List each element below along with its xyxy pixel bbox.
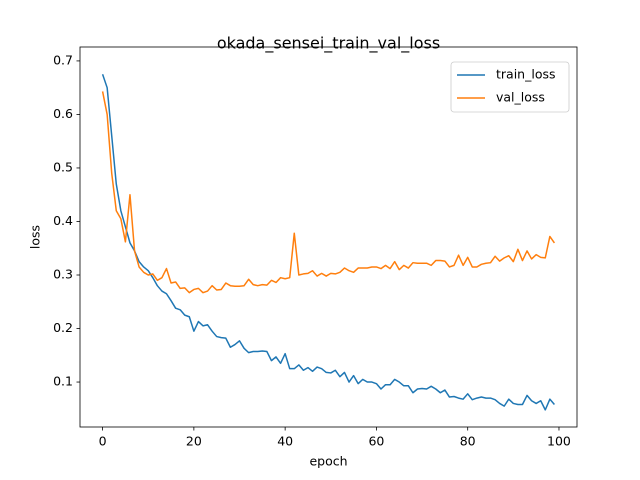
x-tick-label: 20 [186,434,202,449]
chart-title: okada_sensei_train_val_loss [217,34,440,54]
y-axis-label: loss [28,225,43,249]
line-series [101,74,555,411]
x-tick-label: 60 [368,434,384,449]
plot-frame [79,46,578,428]
y-tick-label: 0.4 [53,213,73,228]
x-tick-label: 100 [547,434,571,449]
y-tick-label: 0.7 [53,52,73,67]
legend: train_loss val_loss [450,61,570,113]
x-tick-label: 0 [99,434,107,449]
y-tick-label: 0.3 [53,267,73,282]
legend-label: val_loss [496,90,545,105]
y-tick-label: 0.1 [53,374,73,389]
y-tick-label: 0.5 [53,159,73,174]
x-axis-label: epoch [309,454,347,469]
x-tick-label: 40 [277,434,293,449]
legend-label: train_loss [496,67,556,82]
y-tick-label: 0.2 [53,320,73,335]
line-series [101,91,556,294]
x-tick-label: 80 [460,434,476,449]
y-tick-label: 0.6 [53,106,73,121]
